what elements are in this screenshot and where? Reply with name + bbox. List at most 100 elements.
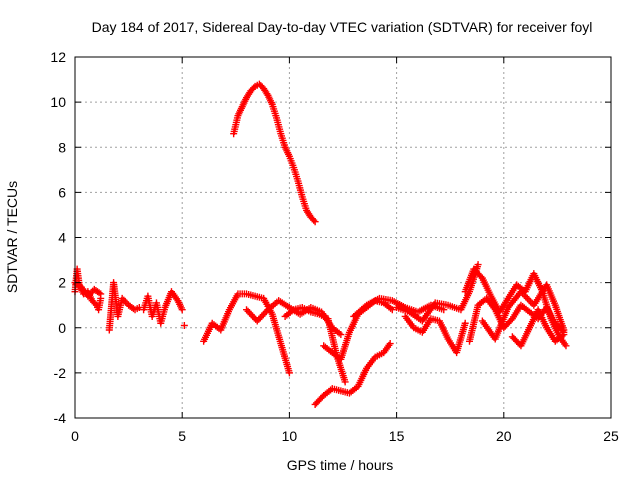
series-single [180, 321, 188, 329]
data-point [470, 265, 485, 281]
data-point [551, 319, 566, 335]
data-points [71, 80, 570, 408]
y-tick-label: 0 [58, 320, 66, 336]
x-tick-label: 20 [496, 428, 512, 444]
y-tick-label: 4 [58, 230, 66, 246]
grid-lines [75, 57, 611, 418]
data-point [315, 310, 330, 322]
data-point [371, 350, 386, 361]
data-point [444, 301, 463, 313]
data-point [465, 303, 482, 345]
series-arc-l [478, 281, 568, 343]
data-point [90, 285, 103, 297]
data-point [95, 297, 104, 314]
data-point [453, 321, 469, 357]
data-point [551, 301, 567, 332]
data-point [268, 310, 284, 345]
data-point [217, 308, 233, 334]
data-point [307, 213, 318, 224]
data-point [388, 306, 396, 314]
data-point [281, 143, 293, 158]
data-point [414, 302, 433, 316]
data-point [530, 283, 550, 309]
data-point [435, 317, 451, 341]
series-arc-i [401, 312, 469, 357]
data-point [337, 331, 345, 339]
data-point [418, 301, 438, 325]
data-point [328, 349, 343, 362]
data-point [255, 80, 266, 91]
data-point [180, 321, 188, 329]
y-axis-label: SDTVAR / TECUs [4, 181, 20, 293]
data-point [386, 340, 394, 348]
data-point [380, 341, 393, 357]
data-point [277, 130, 288, 149]
data-point [324, 315, 340, 357]
y-tick-label: 8 [58, 139, 66, 155]
data-point [543, 281, 558, 307]
data-point [393, 303, 411, 315]
data-point [380, 299, 395, 312]
data-point [418, 317, 434, 336]
data-point [174, 297, 185, 312]
series-cluster-2 [105, 279, 143, 334]
data-point [483, 294, 498, 312]
data-point [167, 288, 181, 303]
data-point [178, 306, 186, 314]
data-point [290, 164, 301, 183]
data-point [401, 312, 416, 330]
data-point [474, 261, 482, 269]
series-arc-m [508, 306, 568, 350]
data-point [500, 316, 515, 332]
data-point [491, 305, 511, 343]
data-point [517, 326, 533, 350]
x-tick-label: 0 [71, 428, 79, 444]
series-arc-b [230, 80, 319, 226]
data-point [225, 292, 241, 314]
data-point [281, 307, 296, 320]
data-point [253, 307, 270, 325]
data-point [260, 85, 271, 98]
y-tick-label: 10 [50, 94, 66, 110]
data-point [363, 295, 382, 309]
y-tick-label: -2 [54, 365, 67, 381]
x-tick-label: 5 [178, 428, 186, 444]
data-point [303, 206, 314, 220]
data-point [298, 193, 310, 212]
data-point [264, 91, 275, 107]
data-point [457, 290, 473, 314]
x-tick-label: 25 [603, 428, 619, 444]
data-point [311, 393, 326, 408]
data-point [551, 332, 566, 345]
data-point [230, 114, 241, 138]
data-point [273, 114, 284, 135]
data-point [345, 384, 360, 397]
data-point [97, 290, 105, 298]
data-point [517, 301, 532, 315]
data-point [234, 104, 245, 120]
data-point [243, 89, 254, 102]
data-point [363, 355, 378, 372]
data-point [478, 317, 498, 341]
y-tick-label: 6 [58, 184, 66, 200]
data-point [410, 324, 424, 335]
data-point [298, 303, 313, 315]
data-point [461, 319, 469, 327]
data-point [125, 301, 137, 313]
data-point [131, 305, 141, 314]
data-point [534, 306, 550, 330]
data-point [320, 342, 335, 355]
y-tick-label: -4 [54, 410, 67, 426]
data-point [251, 81, 261, 90]
data-point [320, 386, 335, 399]
series-cluster-3 [140, 288, 186, 327]
chart-title: Day 184 of 2017, Sidereal Day-to-day VTE… [92, 19, 593, 35]
y-tick-label: 2 [58, 275, 66, 291]
data-point [560, 331, 568, 339]
data-point [118, 294, 131, 307]
x-tick-label: 15 [389, 428, 405, 444]
data-point [247, 84, 258, 95]
axis-ticks: 0 5 10 15 20 25 -4 -2 0 2 4 6 8 10 12 [50, 49, 619, 444]
